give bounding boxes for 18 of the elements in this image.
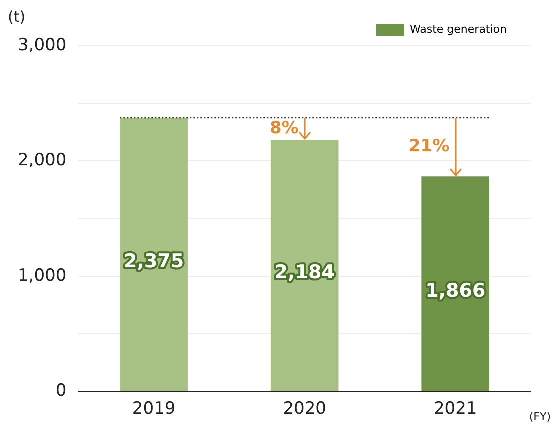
y-tick-label: 2,000 [18, 150, 67, 171]
x-tick-label: 2021 [434, 399, 478, 420]
bar [422, 176, 490, 392]
bar [120, 118, 188, 392]
annotation: 21% [408, 136, 450, 157]
data-label: 1,866 [426, 280, 486, 302]
data-label: 2,375 [124, 250, 184, 272]
bar [270, 140, 339, 392]
x-axis-title: (FY) [529, 410, 551, 424]
y-tick-label: 1,000 [18, 266, 67, 286]
data-label: 2,184 [274, 261, 335, 284]
x-tick-label: 2019 [132, 399, 176, 420]
y-tick-label: 0 [56, 381, 67, 402]
y-axis-title: (t) [8, 8, 26, 26]
annotation: 8% [270, 118, 299, 138]
y-tick-label: 3,000 [18, 35, 67, 56]
legend-label: Waste generation [410, 22, 508, 36]
x-tick-label: 2020 [283, 399, 326, 420]
